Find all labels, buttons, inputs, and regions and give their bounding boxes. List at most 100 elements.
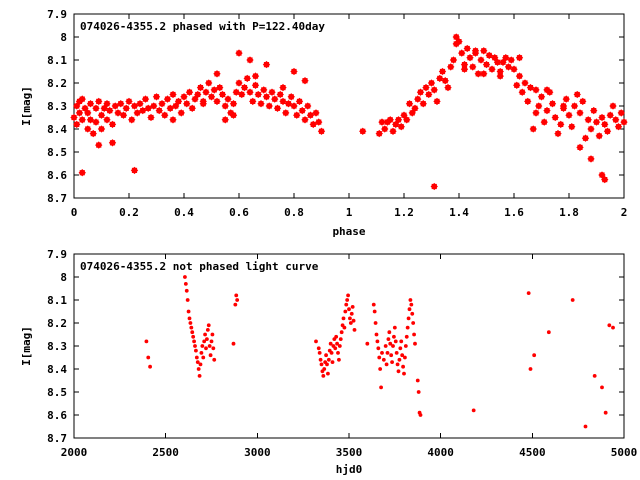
data-point — [338, 337, 343, 341]
data-point — [532, 353, 537, 358]
data-point — [93, 105, 99, 111]
data-point — [350, 305, 355, 309]
data-point — [90, 131, 96, 137]
data-point — [472, 48, 479, 54]
data-point — [426, 91, 432, 98]
data-point — [236, 50, 242, 56]
data-point — [394, 351, 399, 355]
data-point — [236, 80, 242, 86]
data-point — [188, 321, 193, 325]
data-point — [461, 66, 468, 72]
data-point — [330, 360, 335, 364]
x-tick-label: 1.4 — [449, 206, 469, 219]
data-point — [274, 105, 281, 111]
data-point — [560, 103, 567, 109]
data-point — [541, 119, 547, 125]
data-point — [79, 96, 85, 102]
data-point — [285, 101, 292, 107]
data-point — [321, 374, 326, 378]
data-point — [261, 87, 267, 93]
data-point — [349, 311, 354, 316]
x-axis-label: phase — [332, 225, 365, 238]
data-point — [516, 73, 523, 79]
data-point — [607, 323, 612, 328]
data-point — [600, 385, 604, 390]
data-point — [234, 293, 239, 298]
data-point — [434, 98, 440, 104]
data-point — [87, 117, 94, 123]
x-axis-label: hjd0 — [336, 463, 363, 476]
x-tick-label: 0.6 — [229, 206, 249, 219]
data-point — [516, 55, 523, 61]
data-point — [195, 91, 201, 98]
data-point — [508, 57, 514, 63]
data-point — [403, 355, 407, 360]
x-tick-label: 1 — [346, 206, 353, 219]
data-point — [563, 96, 569, 102]
data-point — [96, 142, 102, 148]
phased-light-curve-panel: 0 0.2 0.4 0.6 0.8 1 1.2 1.4 1.6 1.8 2 7.9 8 8.1 8.2 8.3… — [20, 8, 628, 238]
data-point — [475, 71, 481, 77]
data-point — [382, 126, 388, 132]
data-point — [588, 126, 594, 132]
data-point — [207, 344, 212, 348]
data-point — [307, 112, 314, 118]
data-point — [399, 339, 404, 344]
data-point — [470, 64, 476, 70]
data-point — [201, 355, 206, 360]
data-point — [329, 351, 334, 355]
data-point — [336, 351, 340, 355]
data-point — [208, 94, 215, 100]
data-point — [328, 341, 333, 346]
data-point — [187, 316, 192, 321]
data-point — [571, 103, 578, 109]
data-point — [420, 101, 426, 107]
data-point — [118, 101, 124, 107]
data-point — [538, 94, 545, 100]
data-point — [392, 334, 396, 339]
data-point — [233, 302, 238, 307]
data-point — [137, 101, 143, 107]
data-point — [170, 117, 176, 123]
data-point — [461, 62, 468, 68]
data-point — [193, 344, 197, 348]
data-point — [525, 98, 531, 104]
y-axis-label: I[mag] — [20, 86, 33, 126]
data-point — [599, 172, 605, 178]
data-point — [131, 167, 138, 173]
data-point — [431, 183, 437, 190]
data-point — [481, 71, 487, 77]
data-point — [552, 114, 558, 121]
y-tick-label: 8.4 — [47, 123, 67, 136]
data-point — [181, 94, 187, 100]
data-point — [613, 117, 619, 123]
data-point — [263, 94, 270, 100]
data-point — [610, 103, 616, 109]
data-point — [153, 94, 160, 100]
data-point — [343, 309, 348, 314]
data-point — [299, 108, 305, 114]
data-point — [341, 316, 346, 321]
data-point — [212, 357, 217, 362]
data-point — [205, 328, 210, 332]
data-point — [189, 105, 195, 111]
data-point — [339, 330, 344, 335]
data-point — [175, 98, 182, 104]
data-point — [360, 128, 366, 134]
y-tick-label: 7.9 — [47, 8, 67, 21]
data-point — [514, 82, 520, 88]
data-point — [391, 344, 395, 348]
data-point — [76, 110, 83, 116]
data-point — [450, 57, 457, 63]
data-point — [371, 302, 376, 307]
data-point — [258, 101, 264, 107]
data-point — [375, 339, 380, 344]
data-point — [445, 85, 451, 91]
data-point — [170, 91, 176, 98]
x-tick-label: 1.2 — [394, 206, 414, 219]
data-point — [156, 108, 162, 114]
data-point — [396, 369, 401, 374]
data-point — [302, 117, 308, 123]
y-tick-label: 8.3 — [47, 100, 67, 113]
data-point — [387, 117, 393, 123]
